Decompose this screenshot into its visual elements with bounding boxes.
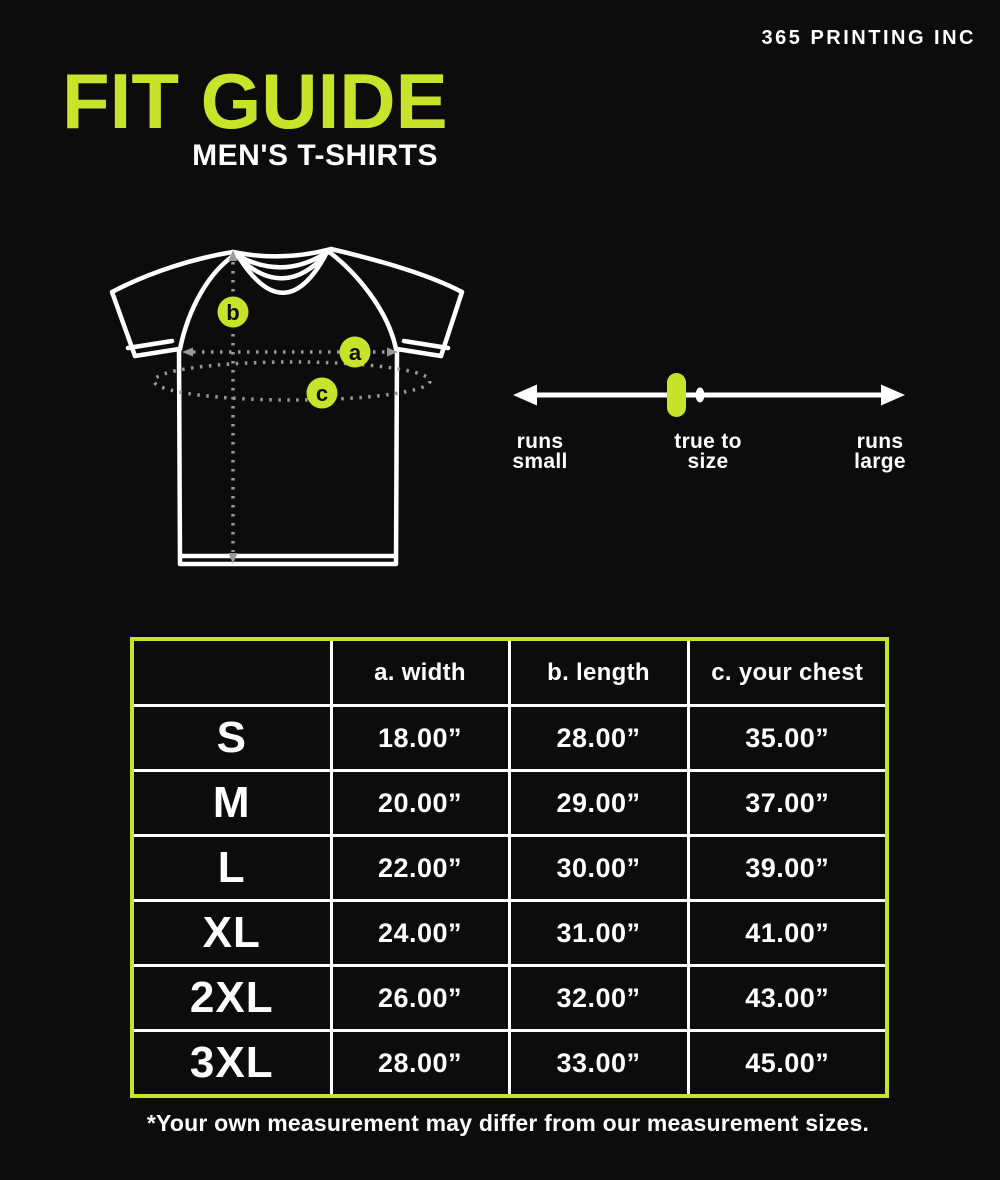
chest-cell: 45.00” (686, 1029, 889, 1098)
table-row-3xl: 3XL 28.00” 33.00” 45.00” (130, 1029, 889, 1098)
scale-indicator-handle (667, 373, 686, 417)
fit-scale-label-runs-large: runs large (854, 430, 906, 473)
column-header-empty (130, 637, 333, 707)
tshirt-outline (109, 246, 465, 567)
scale-arrow-right (881, 384, 905, 406)
width-cell: 22.00” (329, 834, 511, 902)
size-cell: M (130, 769, 333, 837)
size-cell: S (130, 704, 333, 772)
marker-a-letter: a (349, 340, 362, 365)
width-cell: 28.00” (329, 1029, 511, 1098)
page-title: FIT GUIDE (62, 57, 448, 145)
width-cell: 18.00” (329, 704, 511, 772)
table-row-2xl: 2XL 26.00” 32.00” 43.00” (130, 964, 889, 1032)
table-row-l: L 22.00” 30.00” 39.00” (130, 834, 889, 902)
fit-scale-label-runs-small: runs small (512, 430, 568, 473)
chest-cell: 43.00” (686, 964, 889, 1032)
marker-b-circle (217, 296, 249, 328)
column-header-chest: c. your chest (686, 637, 889, 707)
chest-cell: 39.00” (686, 834, 889, 902)
column-header-length: b. length (507, 637, 690, 707)
scale-indicator-dot (695, 387, 705, 403)
size-cell: L (130, 834, 333, 902)
size-table: a. width b. length c. your chest S 18.00… (130, 637, 889, 1098)
collar-arc-2 (234, 250, 330, 281)
page-subtitle: MEN'S T-SHIRTS (192, 139, 438, 172)
measurement-arrowheads (182, 250, 398, 564)
size-cell: 2XL (130, 964, 333, 1032)
left-cuff-line (125, 338, 175, 351)
collar-band-top (230, 246, 334, 259)
table-row-xl: XL 24.00” 31.00” 41.00” (130, 899, 889, 967)
marker-c-circle (306, 377, 338, 409)
length-cell: 32.00” (507, 964, 690, 1032)
right-cuff-line (401, 338, 451, 351)
marker-a-circle (339, 336, 371, 368)
table-row-m: M 20.00” 29.00” 37.00” (130, 769, 889, 837)
fit-scale-label-true-to-size: true to size (674, 430, 742, 473)
chest-cell: 41.00” (686, 899, 889, 967)
measurement-guides (152, 262, 432, 552)
size-cell: XL (130, 899, 333, 967)
chest-cell: 37.00” (686, 769, 889, 837)
length-cell: 29.00” (507, 769, 690, 837)
size-table-header-row: a. width b. length c. your chest (130, 637, 889, 707)
tshirt-measurement-diagram: b a c (109, 246, 905, 567)
width-cell: 24.00” (329, 899, 511, 967)
measurement-markers: b a c (217, 296, 371, 409)
marker-c-letter: c (316, 381, 328, 406)
table-row-s: S 18.00” 28.00” 35.00” (130, 704, 889, 772)
collar-arc-1 (232, 248, 332, 270)
length-cell: 31.00” (507, 899, 690, 967)
size-cell: 3XL (130, 1029, 333, 1098)
length-cell: 30.00” (507, 834, 690, 902)
scale-arrow-left (513, 384, 537, 406)
column-header-width: a. width (329, 637, 511, 707)
fit-scale-graphic (513, 373, 905, 417)
footnote: *Your own measurement may differ from ou… (146, 1110, 870, 1136)
brand-name: 365 PRINTING INC (761, 27, 976, 49)
collar-arc-3 (237, 253, 328, 295)
length-cell: 33.00” (507, 1029, 690, 1098)
chest-ellipse-c (152, 360, 432, 402)
width-cell: 20.00” (329, 769, 511, 837)
marker-b-letter: b (226, 300, 239, 325)
right-sleeve-seam (325, 248, 399, 352)
width-cell: 26.00” (329, 964, 511, 1032)
length-cell: 28.00” (507, 704, 690, 772)
chest-cell: 35.00” (686, 704, 889, 772)
left-sleeve-seam (177, 251, 239, 352)
